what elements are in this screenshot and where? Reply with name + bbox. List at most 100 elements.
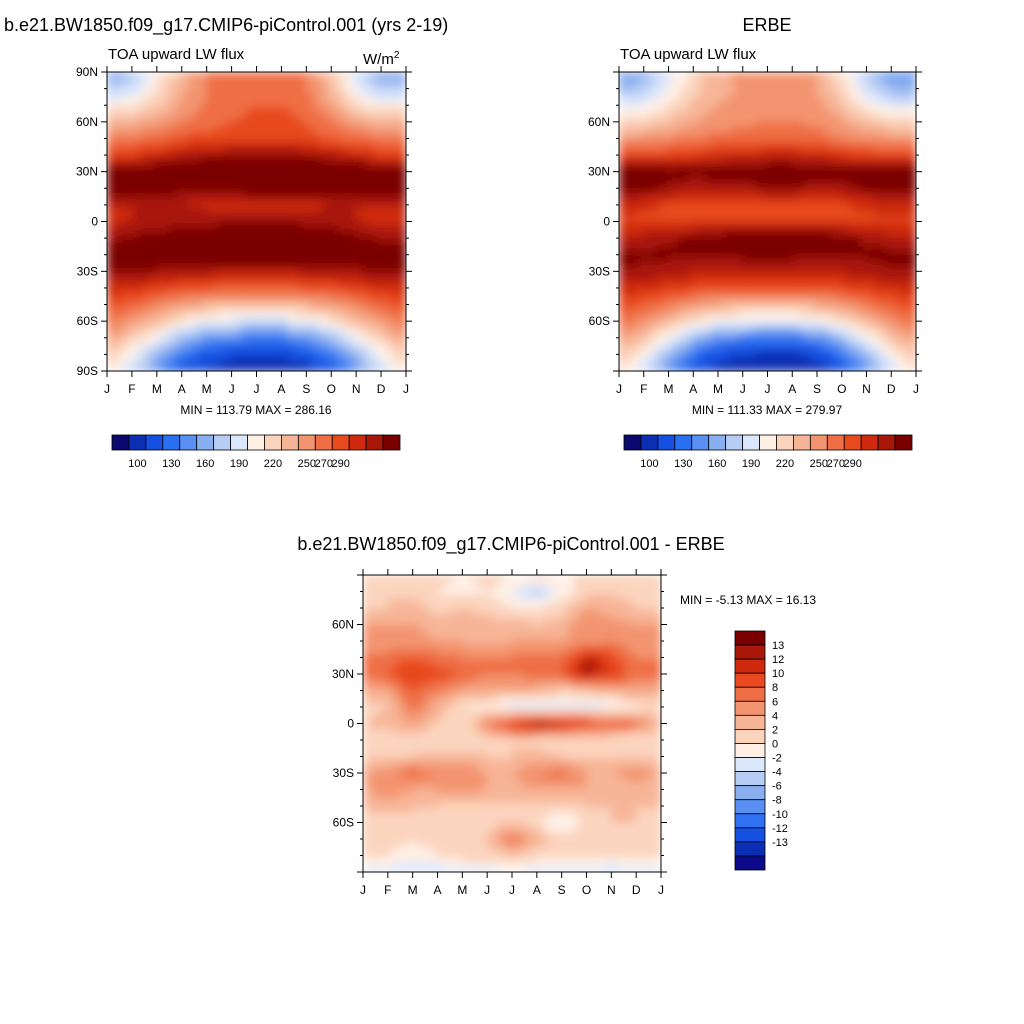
heatmap-cell xyxy=(281,166,289,173)
heatmap-cell xyxy=(381,361,388,367)
heatmap-cell xyxy=(150,351,158,357)
heatmap-cell xyxy=(649,126,657,133)
heatmap-cell xyxy=(312,86,320,93)
heatmap-cell xyxy=(897,211,905,218)
heatmap-cell xyxy=(631,226,639,233)
heatmap-cell xyxy=(356,331,363,337)
heatmap-cell xyxy=(755,116,762,123)
heatmap-cell xyxy=(312,356,320,362)
heatmap-cell xyxy=(287,216,295,223)
heatmap-cell xyxy=(131,156,139,163)
heatmap-cell xyxy=(187,291,195,297)
heatmap-cell xyxy=(841,246,849,252)
heatmap-cell xyxy=(125,76,133,83)
heatmap-cell xyxy=(281,176,289,183)
heatmap-cell xyxy=(668,96,676,103)
heatmap-cell xyxy=(275,276,283,282)
heatmap-cell xyxy=(718,191,725,198)
heatmap-cell xyxy=(281,111,289,118)
heatmap-cell xyxy=(823,156,830,163)
heatmap-cell xyxy=(225,366,233,371)
heatmap-cell xyxy=(138,201,145,208)
heatmap-cell xyxy=(748,236,756,243)
heatmap-cell xyxy=(381,366,388,371)
heatmap-cell xyxy=(125,241,133,248)
heatmap-cell xyxy=(625,251,632,257)
heatmap-cell xyxy=(687,236,694,243)
heatmap-cell xyxy=(144,156,152,163)
heatmap-cell xyxy=(343,126,351,133)
heatmap-cell xyxy=(225,81,233,88)
heatmap-cell xyxy=(169,341,177,347)
heatmap-cell xyxy=(268,176,276,183)
heatmap-cell xyxy=(107,126,114,133)
heatmap-cell xyxy=(144,361,152,367)
heatmap-cell xyxy=(792,176,800,183)
heatmap-cell xyxy=(131,211,139,218)
heatmap-cell xyxy=(262,316,270,322)
heatmap-cell xyxy=(393,81,401,88)
heatmap-cell xyxy=(393,361,401,367)
heatmap-cell xyxy=(107,181,114,188)
heatmap-cell xyxy=(718,81,725,88)
heatmap-cell xyxy=(113,191,121,198)
heatmap-cell xyxy=(767,221,775,228)
heatmap-cell xyxy=(399,96,406,103)
heatmap-cell xyxy=(312,251,320,257)
heatmap-cell xyxy=(761,72,769,78)
heatmap-cell xyxy=(773,216,781,223)
heatmap-cell xyxy=(699,196,707,203)
heatmap-cell xyxy=(854,236,861,243)
heatmap-cell xyxy=(107,196,114,203)
heatmap-cell xyxy=(331,236,339,243)
heatmap-cell xyxy=(194,221,202,228)
heatmap-cell xyxy=(107,176,114,183)
heatmap-cell xyxy=(755,86,762,93)
heatmap-cell xyxy=(693,121,701,128)
heatmap-cell xyxy=(374,261,382,267)
heatmap-cell xyxy=(187,316,195,322)
heatmap-cell xyxy=(281,356,289,362)
heatmap-cell xyxy=(779,191,787,198)
heatmap-cell xyxy=(362,341,370,347)
heatmap-cell xyxy=(387,311,395,317)
heatmap-cell xyxy=(860,101,868,108)
heatmap-cell xyxy=(225,276,233,282)
heatmap-cell xyxy=(362,266,370,272)
heatmap-cell xyxy=(256,156,264,163)
heatmap-cell xyxy=(817,156,824,163)
heatmap-cell xyxy=(175,156,183,163)
heatmap-cell xyxy=(150,361,158,367)
heatmap-cell xyxy=(200,156,208,163)
heatmap-cell xyxy=(387,96,395,103)
heatmap-cell xyxy=(705,216,713,223)
heatmap-cell xyxy=(773,276,781,282)
heatmap-cell xyxy=(662,201,670,208)
heatmap-cell xyxy=(337,331,345,337)
heatmap-cell xyxy=(306,221,314,228)
heatmap-cell xyxy=(131,321,139,327)
heatmap-cell xyxy=(337,241,345,248)
heatmap-cell xyxy=(680,221,688,228)
heatmap-cell xyxy=(711,146,719,153)
heatmap-cell xyxy=(293,191,301,198)
heatmap-cell xyxy=(817,136,824,143)
heatmap-cell xyxy=(293,266,301,272)
heatmap-cell xyxy=(399,76,406,83)
heatmap-cell xyxy=(687,221,694,228)
heatmap-cell xyxy=(356,336,363,342)
heatmap-cell xyxy=(711,91,719,98)
heatmap-cell xyxy=(792,121,800,128)
heatmap-cell xyxy=(163,101,170,108)
heatmap-cell xyxy=(187,271,195,277)
heatmap-cell xyxy=(699,231,707,238)
heatmap-cell xyxy=(656,116,663,123)
heatmap-cell xyxy=(662,196,670,203)
heatmap-cell xyxy=(662,86,670,93)
heatmap-cell xyxy=(156,281,164,287)
heatmap-cell xyxy=(131,286,139,292)
heatmap-cell xyxy=(649,76,657,83)
heatmap-cell xyxy=(693,246,701,252)
heatmap-cell xyxy=(262,281,270,287)
heatmap-cell xyxy=(798,126,806,133)
